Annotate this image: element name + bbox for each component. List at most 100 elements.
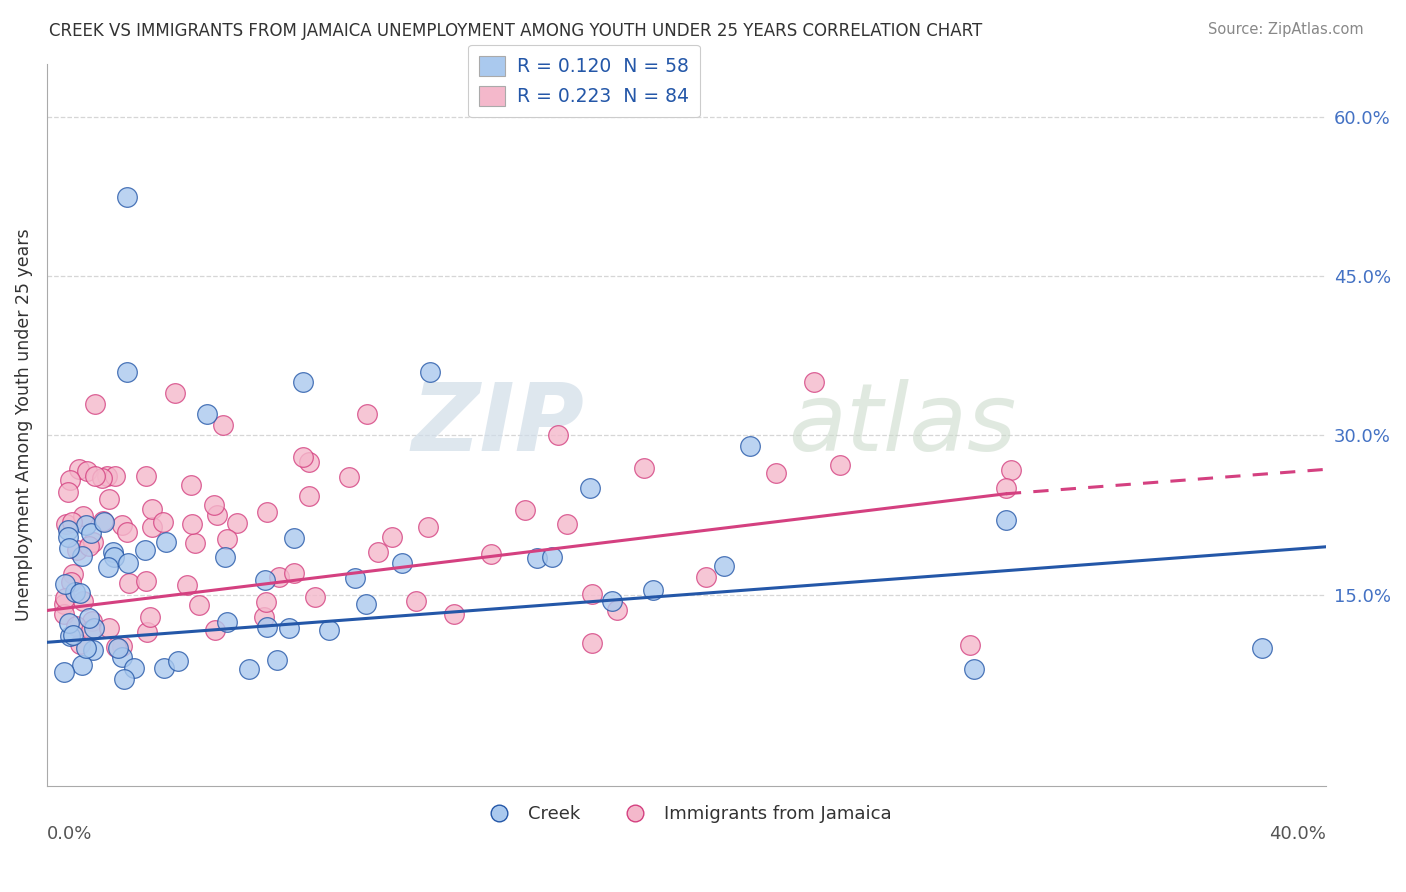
Point xyxy=(79,610,101,624)
Point xyxy=(69,637,91,651)
Point xyxy=(256,595,278,609)
Point xyxy=(117,524,139,539)
Point xyxy=(72,594,94,608)
Point xyxy=(994,482,1017,496)
Point xyxy=(104,469,127,483)
Point xyxy=(526,551,548,566)
Point xyxy=(581,587,603,601)
Point xyxy=(176,578,198,592)
Point xyxy=(695,570,717,584)
Point xyxy=(828,458,851,473)
Point xyxy=(83,621,105,635)
Point xyxy=(256,505,278,519)
Point xyxy=(56,523,79,537)
Point xyxy=(76,464,98,478)
Point xyxy=(195,407,218,421)
Point xyxy=(163,386,186,401)
Point xyxy=(53,577,76,591)
Point xyxy=(356,407,378,421)
Point xyxy=(318,623,340,637)
Point xyxy=(641,583,664,598)
Point xyxy=(65,619,87,633)
Point xyxy=(803,376,825,390)
Text: 0.0%: 0.0% xyxy=(46,825,93,843)
Point xyxy=(266,653,288,667)
Point xyxy=(75,641,97,656)
Point xyxy=(211,417,233,432)
Point xyxy=(91,514,114,528)
Point xyxy=(344,571,367,585)
Point xyxy=(118,575,141,590)
Point xyxy=(59,473,82,487)
Point xyxy=(405,594,427,608)
Point xyxy=(58,615,80,630)
Point xyxy=(152,515,174,529)
Point xyxy=(139,609,162,624)
Point xyxy=(253,610,276,624)
Point xyxy=(291,376,314,390)
Point xyxy=(79,525,101,540)
Point xyxy=(391,557,413,571)
Point xyxy=(443,607,465,621)
Point xyxy=(111,650,134,665)
Point xyxy=(135,469,157,483)
Point xyxy=(70,658,93,673)
Point xyxy=(606,603,628,617)
Point xyxy=(52,598,75,612)
Point xyxy=(547,428,569,442)
Point xyxy=(52,607,75,622)
Point xyxy=(59,575,82,590)
Point xyxy=(67,461,90,475)
Point xyxy=(600,594,623,608)
Point xyxy=(69,586,91,600)
Point xyxy=(84,469,107,483)
Point xyxy=(53,591,76,606)
Point xyxy=(994,513,1017,527)
Point xyxy=(633,461,655,475)
Point xyxy=(205,508,228,523)
Point xyxy=(153,660,176,674)
Point xyxy=(136,624,159,639)
Point xyxy=(72,508,94,523)
Point xyxy=(75,518,97,533)
Point xyxy=(740,439,762,453)
Point xyxy=(80,623,103,637)
Point xyxy=(214,549,236,564)
Point xyxy=(557,517,579,532)
Point xyxy=(65,542,87,557)
Point xyxy=(83,396,105,410)
Point xyxy=(215,532,238,546)
Point xyxy=(134,542,156,557)
Point xyxy=(56,530,79,544)
Point xyxy=(1250,640,1272,655)
Point xyxy=(96,468,118,483)
Y-axis label: Unemployment Among Youth under 25 years: Unemployment Among Youth under 25 years xyxy=(15,228,32,621)
Point xyxy=(60,515,83,529)
Point xyxy=(141,502,163,516)
Point xyxy=(765,466,787,480)
Point xyxy=(90,471,112,485)
Point xyxy=(56,484,79,499)
Point xyxy=(82,643,104,657)
Point xyxy=(70,549,93,563)
Text: CREEK VS IMMIGRANTS FROM JAMAICA UNEMPLOYMENT AMONG YOUTH UNDER 25 YEARS CORRELA: CREEK VS IMMIGRANTS FROM JAMAICA UNEMPLO… xyxy=(49,22,983,40)
Point xyxy=(184,536,207,550)
Point xyxy=(238,662,260,676)
Point xyxy=(62,628,84,642)
Point xyxy=(298,455,321,469)
Point xyxy=(419,365,441,379)
Point xyxy=(581,636,603,650)
Point xyxy=(117,557,139,571)
Point xyxy=(166,654,188,668)
Point xyxy=(963,662,986,676)
Point xyxy=(479,547,502,561)
Point xyxy=(226,516,249,530)
Point xyxy=(111,518,134,533)
Point xyxy=(959,638,981,652)
Point xyxy=(513,502,536,516)
Text: atlas: atlas xyxy=(789,379,1017,470)
Point xyxy=(55,517,77,532)
Point xyxy=(77,540,100,554)
Point xyxy=(141,519,163,533)
Point xyxy=(82,534,104,549)
